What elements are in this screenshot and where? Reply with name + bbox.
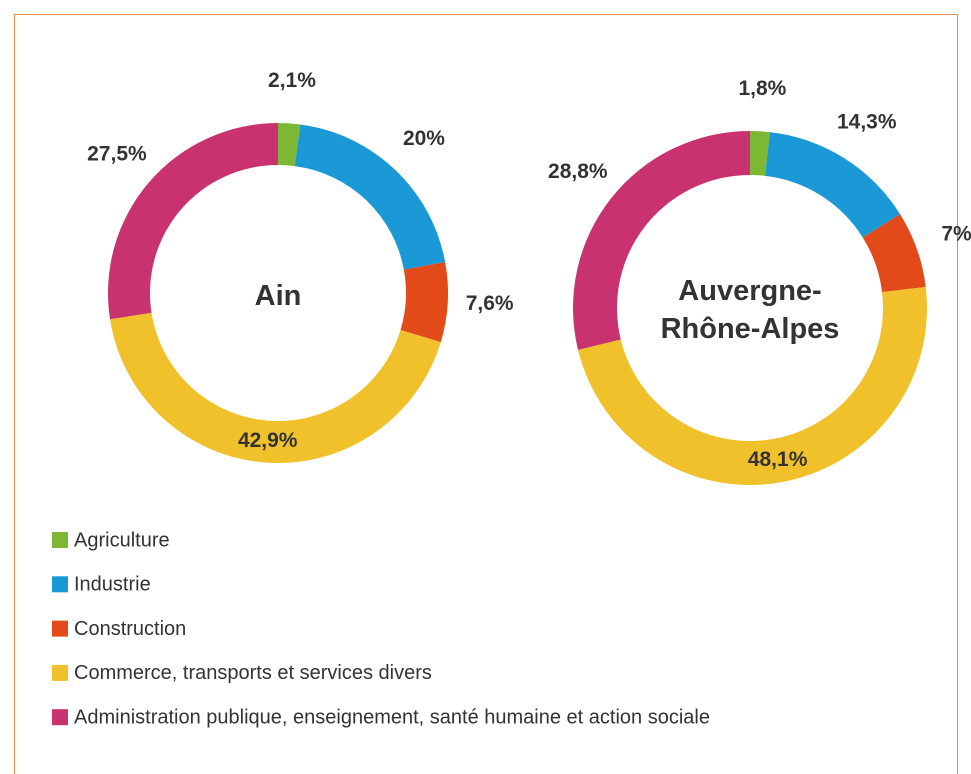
legend-label: Administration publique, enseignement, s… xyxy=(74,706,710,728)
legend-label: Construction xyxy=(74,618,186,640)
frame xyxy=(14,14,958,774)
legend-label: Commerce, transports et services divers xyxy=(74,662,432,684)
data-label: 1,8% xyxy=(738,77,786,100)
data-label: 20% xyxy=(403,127,445,150)
donut-slice xyxy=(765,132,901,238)
data-label: 2,1% xyxy=(268,69,316,92)
legend-swatch xyxy=(52,664,68,681)
chart-title: Auvergne-Rhône-Alpes xyxy=(660,275,840,345)
legend-swatch xyxy=(52,576,68,593)
data-label: 42,9% xyxy=(238,429,298,452)
legend-swatch xyxy=(52,620,68,637)
donut-slice xyxy=(578,286,927,485)
donut-slice xyxy=(750,131,770,176)
chart-title: Ain xyxy=(254,280,302,312)
legend-label: Industrie xyxy=(74,574,151,596)
legend-label: Agriculture xyxy=(74,529,170,551)
donut-slice xyxy=(573,131,750,350)
data-label: 7,6% xyxy=(466,292,514,315)
data-label: 14,3% xyxy=(837,110,897,133)
legend-swatch xyxy=(52,709,68,726)
data-label: 7% xyxy=(941,223,971,246)
donut-slice xyxy=(862,214,926,293)
data-label: 27,5% xyxy=(87,143,147,166)
donut-slice xyxy=(294,124,446,270)
donut-slice xyxy=(400,261,449,343)
donut-slice xyxy=(278,123,301,167)
donut-slice xyxy=(110,312,441,464)
data-label: 28,8% xyxy=(548,160,608,183)
donut-slice xyxy=(107,123,278,320)
data-label: 48,1% xyxy=(748,448,808,471)
legend-swatch xyxy=(52,532,68,548)
